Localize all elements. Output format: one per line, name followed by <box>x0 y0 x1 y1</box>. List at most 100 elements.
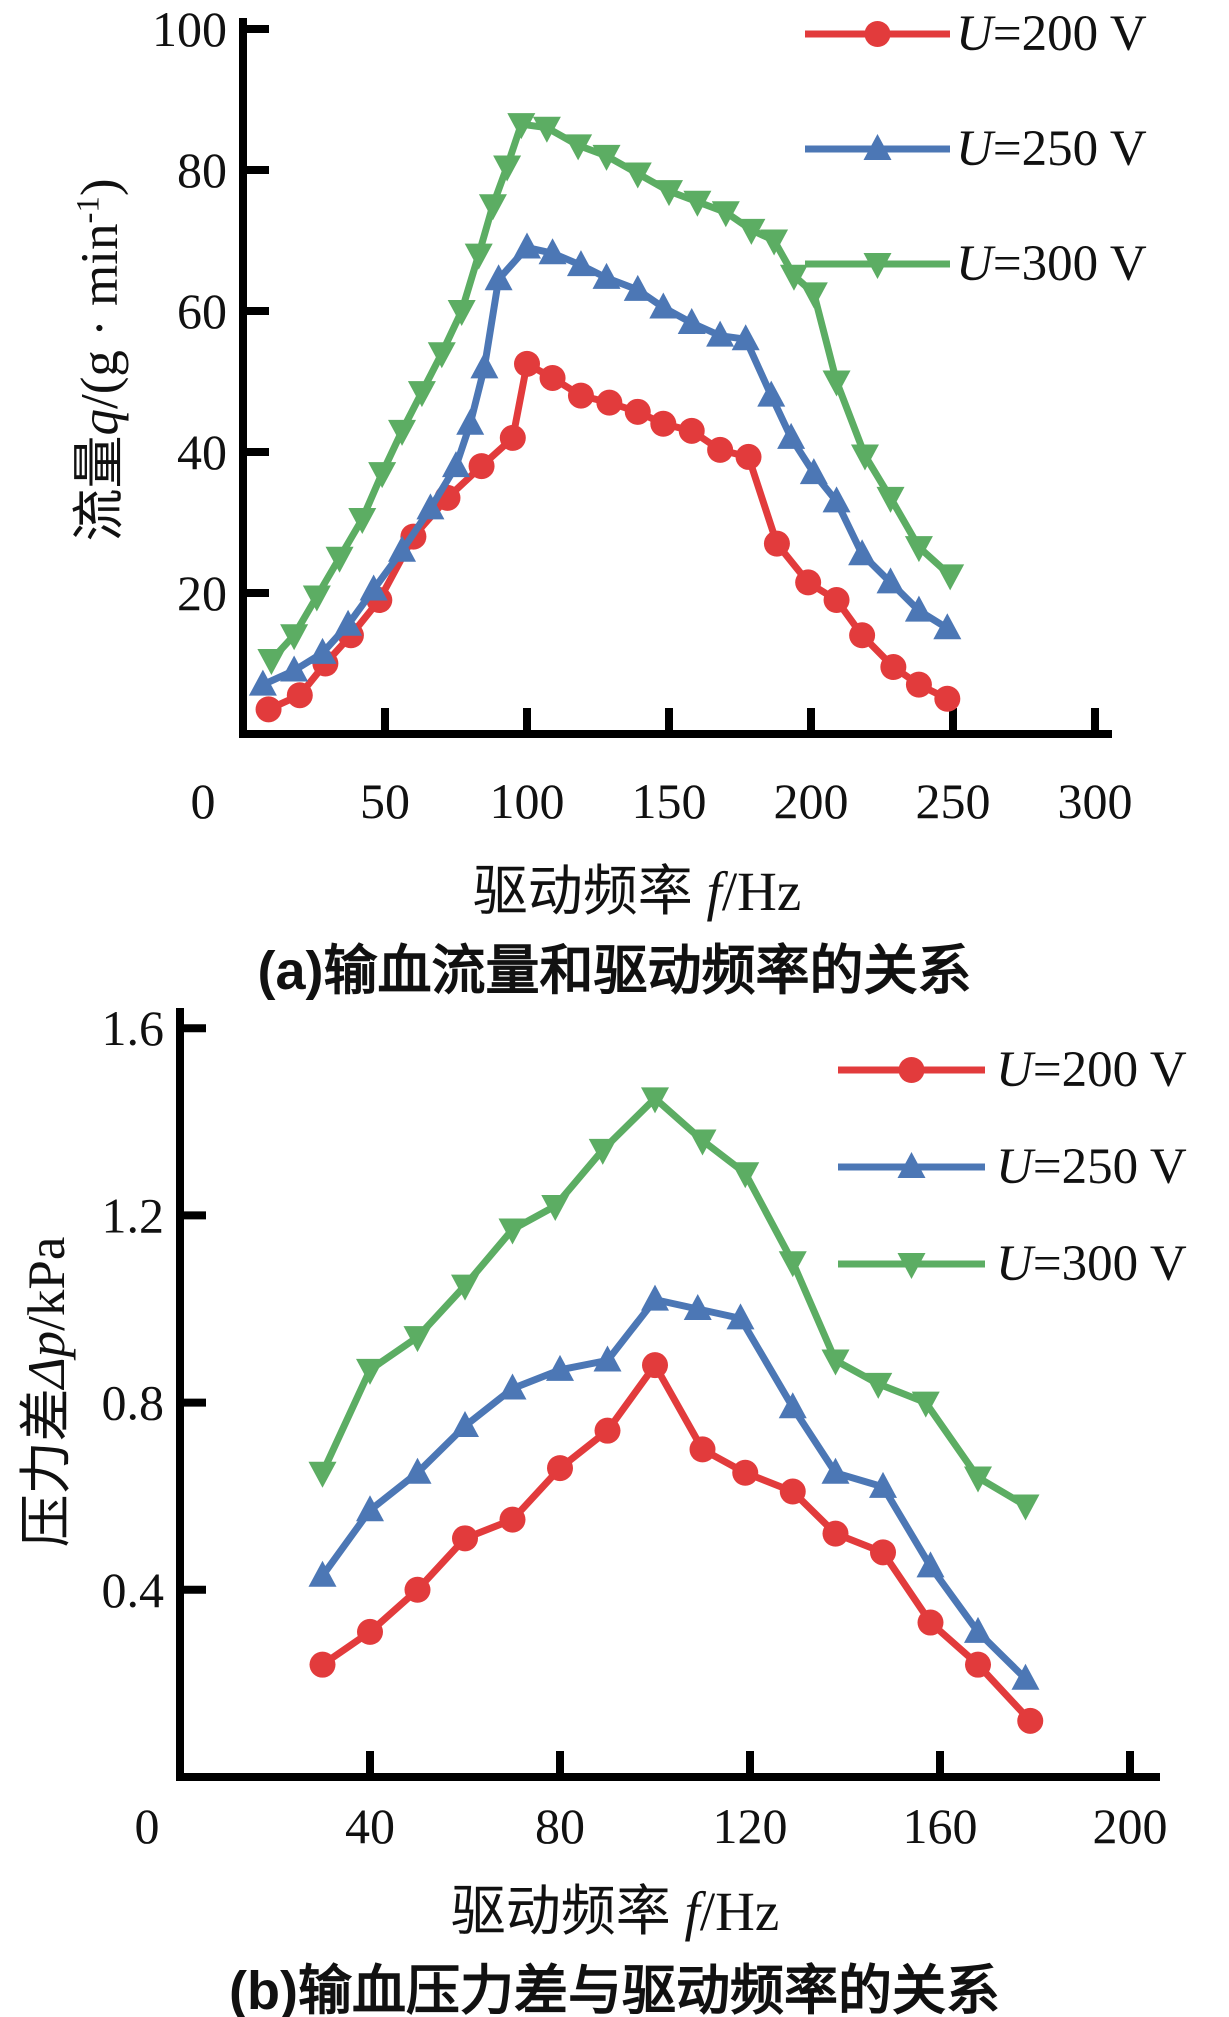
data-point-marker <box>799 282 828 309</box>
chart-b: 0.4 0.8 1.2 1.6 0 40 80 120 160 200 <box>102 1000 1168 1854</box>
legend-var: U <box>996 1236 1033 1292</box>
chart-b-y-tick-label: 1.6 <box>102 1000 165 1056</box>
data-point-marker <box>532 116 561 143</box>
chart-b-y-tick-label: 0.4 <box>102 1562 165 1618</box>
legend-value: =250 V <box>1032 1139 1187 1195</box>
chart-a-y-label-close: ) <box>71 178 129 197</box>
data-point-marker <box>470 352 499 379</box>
data-point-marker <box>334 609 363 636</box>
chart-a-x-tick-label: 50 <box>360 773 410 829</box>
data-point-marker <box>547 1455 573 1482</box>
data-point-marker <box>404 1576 431 1603</box>
chart-b-x-tick-label: 200 <box>1093 1798 1168 1854</box>
series-line <box>319 1094 1029 1510</box>
data-point-marker <box>911 1391 940 1418</box>
chart-b-series-300v <box>308 1087 1040 1521</box>
chart-b-x-tick-label: 160 <box>903 1798 978 1854</box>
data-point-marker <box>513 232 541 259</box>
data-point-marker <box>1011 1663 1040 1690</box>
data-point-marker <box>416 493 445 520</box>
data-point-marker <box>499 424 526 451</box>
data-point-marker <box>916 1551 945 1578</box>
data-point-marker <box>678 417 705 444</box>
data-point-marker <box>649 292 678 319</box>
data-point-marker <box>904 595 933 622</box>
data-point-marker <box>821 1349 850 1376</box>
chart-b-y-label-unit: /kPa <box>18 1236 76 1331</box>
data-point-marker <box>308 1560 337 1587</box>
data-point-marker <box>593 1345 622 1372</box>
data-point-marker <box>308 637 337 664</box>
chart-a-y-label-variable: q <box>71 409 129 436</box>
data-point-marker <box>567 382 594 409</box>
data-point-marker <box>964 1616 992 1643</box>
series-line <box>265 360 951 713</box>
data-point-marker <box>280 655 309 682</box>
data-point-marker <box>447 300 476 326</box>
chart-b-series-250v <box>308 1284 1040 1690</box>
chart-a-x-tick-label: 100 <box>490 773 565 829</box>
chart-b-caption: (b)输血压力差与驱动频率的关系 <box>229 1961 1000 2017</box>
data-point-marker <box>255 696 282 723</box>
data-point-marker <box>760 229 789 256</box>
data-point-marker <box>731 1162 760 1189</box>
data-point-marker <box>655 180 683 207</box>
data-point-marker <box>538 238 567 265</box>
data-point-marker <box>850 444 879 471</box>
data-point-marker <box>863 134 892 160</box>
data-point-marker <box>623 162 652 189</box>
data-point-marker <box>498 1218 527 1245</box>
data-point-marker <box>493 155 522 182</box>
chart-b-y-axis-label: 压力差Δp/kPa <box>4 1237 80 1548</box>
data-point-marker <box>286 682 313 709</box>
data-point-marker <box>876 567 905 594</box>
data-point-marker <box>592 262 621 289</box>
chart-a-x-label-variable: f <box>706 861 722 922</box>
legend-value: =250 V <box>992 121 1147 177</box>
chart-a-legend-item-u200: U=200 V <box>956 4 1147 64</box>
data-point-marker <box>777 422 806 449</box>
data-point-marker <box>848 539 877 566</box>
data-point-marker <box>624 398 651 425</box>
data-point-marker <box>566 250 595 277</box>
data-point-marker <box>933 613 962 640</box>
chart-b-x-tick-label: 40 <box>345 1798 395 1854</box>
data-point-marker <box>348 507 377 534</box>
data-point-marker <box>795 569 822 596</box>
data-point-marker <box>484 264 513 291</box>
data-point-marker <box>388 535 417 562</box>
data-point-marker <box>897 1152 926 1178</box>
data-point-marker <box>706 320 735 347</box>
legend-value: =300 V <box>992 236 1147 292</box>
data-point-marker <box>596 389 623 416</box>
data-point-marker <box>905 671 932 698</box>
data-point-marker <box>464 243 493 270</box>
legend-var: U <box>996 1042 1033 1098</box>
chart-a-x-axis-label: 驱动频率 f/Hz <box>0 846 1229 926</box>
data-point-marker <box>325 546 354 573</box>
data-point-marker <box>779 264 808 291</box>
chart-a-y-tick-label: 20 <box>177 565 227 621</box>
chart-b-y-tick-label: 1.2 <box>102 1187 165 1243</box>
data-point-marker <box>514 350 540 377</box>
data-point-marker <box>356 1495 384 1522</box>
data-point-marker <box>821 1457 850 1484</box>
data-point-marker <box>1017 1707 1044 1734</box>
legend-var: U <box>956 6 993 62</box>
data-point-marker <box>407 381 436 408</box>
chart-b-x-label-text: 驱动频率 <box>450 1881 685 1942</box>
data-point-marker <box>388 419 417 446</box>
data-point-marker <box>588 1138 617 1165</box>
chart-b-x-tick-label: 120 <box>713 1798 788 1854</box>
data-point-marker <box>478 194 507 221</box>
series-line <box>319 1361 1034 1725</box>
data-point-marker <box>456 408 485 435</box>
data-point-marker <box>863 253 892 279</box>
chart-a: 20 40 60 80 100 0 50 100 150 200 250 300 <box>152 1 1133 829</box>
chart-b-y-label-text: 压力差 <box>18 1388 76 1548</box>
data-point-marker <box>689 1436 716 1463</box>
data-point-marker <box>280 624 309 651</box>
data-point-marker <box>683 1294 712 1320</box>
chart-b-series-200v <box>309 1352 1044 1734</box>
chart-b-y-ticks: 0.4 0.8 1.2 1.6 <box>102 1000 206 1618</box>
